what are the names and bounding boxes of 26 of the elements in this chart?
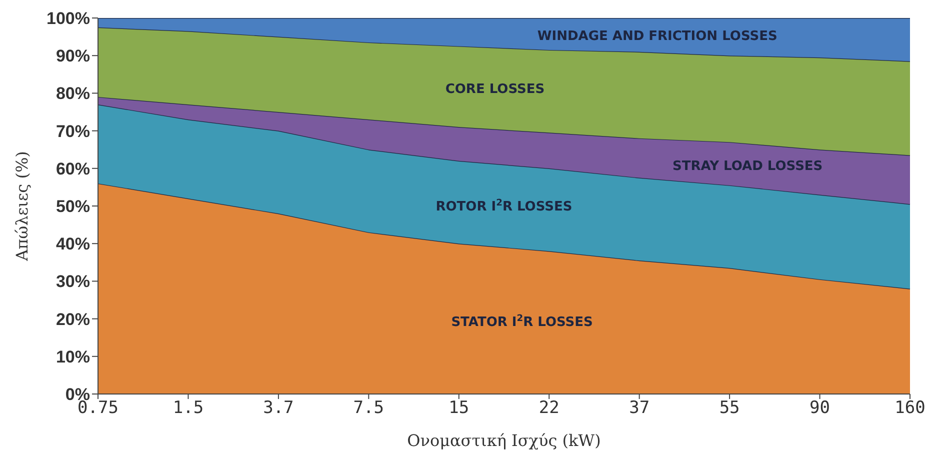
x-tick-label: 37	[629, 398, 650, 418]
x-axis-title: Ονομαστική Ισχύς (kW)	[407, 431, 601, 450]
series-label: STATOR I$^{2}$R LOSSES	[451, 314, 593, 330]
series-label: CORE LOSSES	[445, 82, 545, 98]
y-tick-label: 60%	[56, 159, 90, 178]
series-label: STRAY LOAD LOSSES	[672, 158, 823, 174]
x-tick-label: 55	[719, 398, 740, 418]
x-tick-label: 1.5	[172, 398, 204, 418]
y-tick-label: 50%	[56, 197, 90, 216]
y-tick-label: 10%	[56, 347, 90, 366]
x-tick-label: 7.5	[353, 398, 384, 418]
y-tick-label: 20%	[56, 310, 90, 329]
y-tick-label: 70%	[56, 122, 90, 141]
x-tick-label: 90	[810, 398, 830, 418]
x-tick-label: 15	[448, 398, 470, 418]
y-tick-label: 90%	[56, 46, 90, 66]
x-tick-label: 160	[894, 398, 926, 418]
x-tick-label: 3.7	[263, 398, 294, 418]
y-tick-label: 80%	[56, 84, 90, 104]
y-tick-label: 40%	[56, 234, 90, 254]
x-tick-label: 22	[538, 398, 560, 418]
y-tick-label: 100%	[46, 9, 90, 28]
series-label: WINDAGE AND FRICTION LOSSES	[537, 28, 778, 44]
y-axis-title: Απώλειες (%)	[12, 151, 32, 262]
series-label: ROTOR I$^{2}$R LOSSES	[436, 198, 572, 215]
y-tick-label: 30%	[56, 272, 90, 292]
